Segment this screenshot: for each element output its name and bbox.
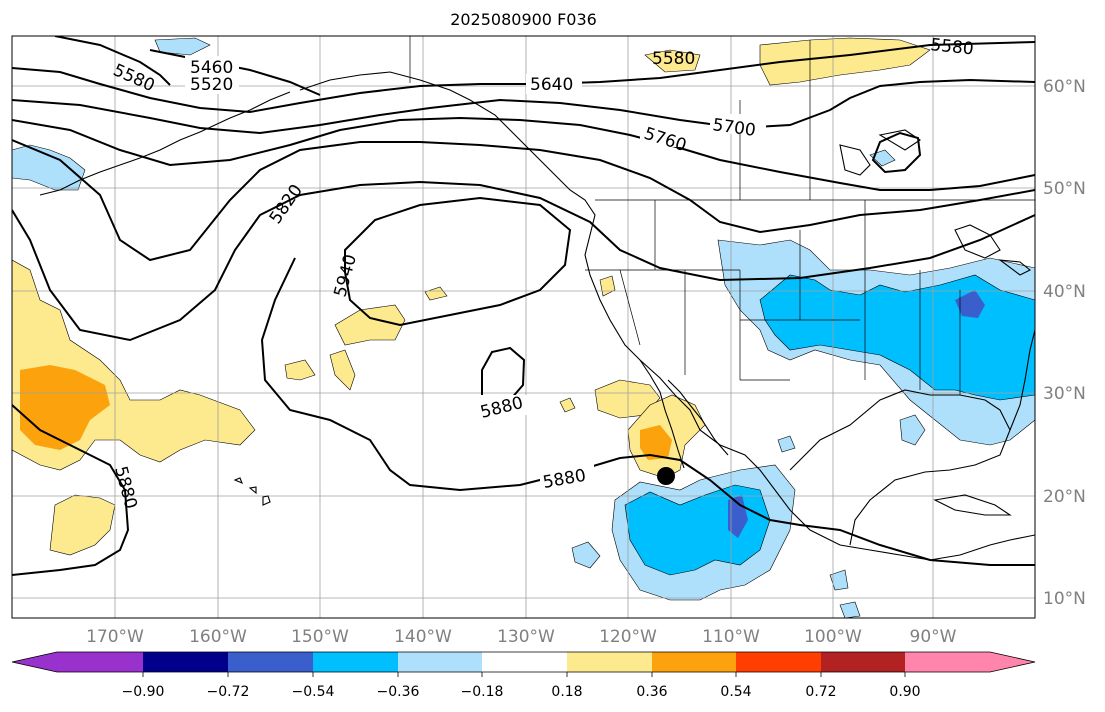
height-contours bbox=[12, 36, 1035, 576]
contour-label-5520: 5520 bbox=[190, 75, 233, 95]
colorbar-segment bbox=[57, 652, 143, 672]
colorbar-segment bbox=[905, 652, 990, 672]
colorbar-tick-label: −0.90 bbox=[122, 684, 165, 700]
contour-label-5580-north: 5580 bbox=[652, 49, 695, 69]
colorbar-segment bbox=[482, 652, 567, 672]
colorbar-tick-label: 0.18 bbox=[551, 684, 582, 700]
lon-label-130w: 130°W bbox=[497, 627, 555, 647]
colorbar-segment bbox=[736, 652, 821, 672]
colorbar-tick-label: −0.54 bbox=[292, 684, 335, 700]
colorbar-tick-label: 0.72 bbox=[805, 684, 836, 700]
lat-label-20n: 20°N bbox=[1043, 487, 1086, 507]
colorbar-tick-label: 0.54 bbox=[720, 684, 751, 700]
storm-position-dot bbox=[657, 467, 675, 485]
lon-label-110w: 110°W bbox=[702, 627, 760, 647]
colorbar-segment bbox=[313, 652, 398, 672]
lat-label-50n: 50°N bbox=[1043, 179, 1086, 199]
colorbar-segment bbox=[143, 652, 228, 672]
lon-label-170w: 170°W bbox=[86, 627, 144, 647]
colorbar-tick-label: −0.36 bbox=[377, 684, 420, 700]
colorbar-tick-label: −0.18 bbox=[461, 684, 504, 700]
latitude-labels: 60°N 50°N 40°N 30°N 20°N 10°N bbox=[1043, 77, 1086, 609]
graticule bbox=[12, 36, 1035, 618]
lat-label-60n: 60°N bbox=[1043, 77, 1086, 97]
coastlines bbox=[39, 71, 1035, 561]
lat-label-30n: 30°N bbox=[1043, 384, 1086, 404]
lon-label-120w: 120°W bbox=[599, 627, 657, 647]
contour-label-5580-east: 5580 bbox=[929, 35, 974, 59]
colorbar-segment bbox=[821, 652, 905, 672]
lon-label-100w: 100°W bbox=[804, 627, 862, 647]
colorbar: −0.90 −0.72 −0.54 −0.36 −0.18 0.18 0.36 … bbox=[11, 651, 1036, 700]
lat-label-10n: 10°N bbox=[1043, 589, 1086, 609]
colorbar-segment-min bbox=[12, 652, 57, 672]
colorbar-tick-label: −0.72 bbox=[207, 684, 250, 700]
longitude-labels: 170°W 160°W 150°W 140°W 130°W 120°W 110°… bbox=[86, 627, 957, 647]
lon-label-90w: 90°W bbox=[910, 627, 957, 647]
state-borders bbox=[409, 36, 1035, 395]
colorbar-segment bbox=[228, 652, 313, 672]
colorbar-segment bbox=[398, 652, 482, 672]
map-frame bbox=[11, 35, 1036, 619]
map-title: 2025080900 F036 bbox=[450, 10, 597, 29]
contour-label-5460: 5460 bbox=[190, 58, 233, 78]
colorbar-tick-label: 0.90 bbox=[889, 684, 920, 700]
colorbar-tick-label: 0.36 bbox=[636, 684, 667, 700]
lon-label-140w: 140°W bbox=[394, 627, 452, 647]
contour-label-5640: 5640 bbox=[530, 75, 573, 95]
colorbar-segment bbox=[567, 652, 652, 672]
lon-label-160w: 160°W bbox=[189, 627, 247, 647]
colorbar-segment-max bbox=[990, 652, 1035, 672]
colorbar-segment bbox=[652, 652, 736, 672]
lat-label-40n: 40°N bbox=[1043, 282, 1086, 302]
lon-label-150w: 150°W bbox=[291, 627, 349, 647]
